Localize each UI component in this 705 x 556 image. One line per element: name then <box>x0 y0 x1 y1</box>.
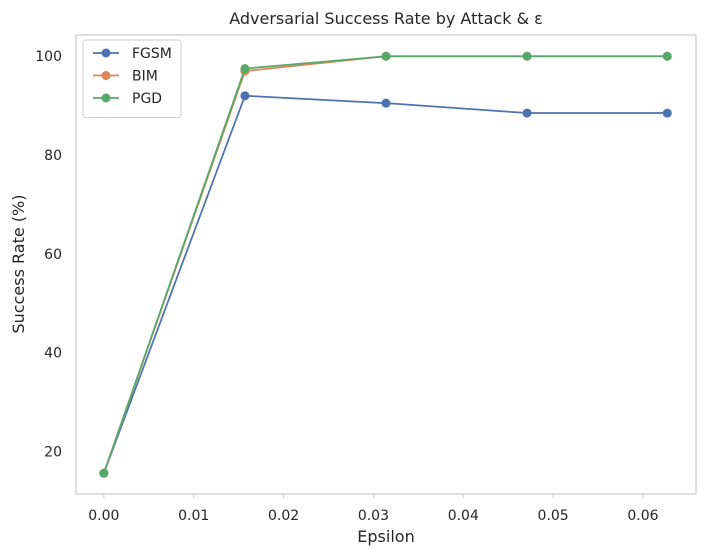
y-tick-label: 40 <box>44 346 62 362</box>
y-tick-label: 80 <box>44 148 62 164</box>
data-point-pgd <box>381 51 391 61</box>
y-tick-label: 20 <box>44 445 62 461</box>
y-tick-label: 60 <box>44 247 62 263</box>
data-point-fgsm <box>522 108 532 118</box>
x-axis: 0.00 0.01 0.02 0.03 0.04 0.05 0.06 <box>88 494 659 524</box>
data-point-pgd <box>662 51 672 61</box>
legend-label-fgsm: FGSM <box>132 46 172 62</box>
chart-title: Adversarial Success Rate by Attack & ε <box>229 9 543 28</box>
x-tick-label: 0.03 <box>358 508 389 524</box>
x-tick-label: 0.02 <box>268 508 299 524</box>
legend: FGSM BIM PGD <box>82 39 182 118</box>
y-axis: 20 40 60 80 100 <box>35 49 62 460</box>
x-tick-label: 0.01 <box>178 508 209 524</box>
data-point-fgsm <box>662 108 672 118</box>
data-point-pgd <box>99 468 109 478</box>
data-point-fgsm <box>240 91 250 101</box>
legend-marker-pgd <box>101 93 111 103</box>
legend-marker-bim <box>101 71 111 80</box>
legend-label-bim: BIM <box>132 69 158 85</box>
legend-label-pgd: PGD <box>132 91 162 107</box>
y-axis-label: Success Rate (%) <box>9 195 28 334</box>
legend-marker-fgsm <box>101 48 111 58</box>
x-tick-label: 0.00 <box>88 508 119 524</box>
x-tick-label: 0.06 <box>627 508 658 524</box>
x-tick-label: 0.04 <box>448 508 479 524</box>
x-tick-label: 0.05 <box>538 508 569 524</box>
y-tick-label: 100 <box>35 49 62 65</box>
series-layer <box>99 51 672 478</box>
x-axis-label: Epsilon <box>357 527 414 546</box>
data-point-pgd <box>522 51 532 61</box>
data-point-pgd <box>240 64 250 74</box>
data-point-fgsm <box>381 98 391 108</box>
